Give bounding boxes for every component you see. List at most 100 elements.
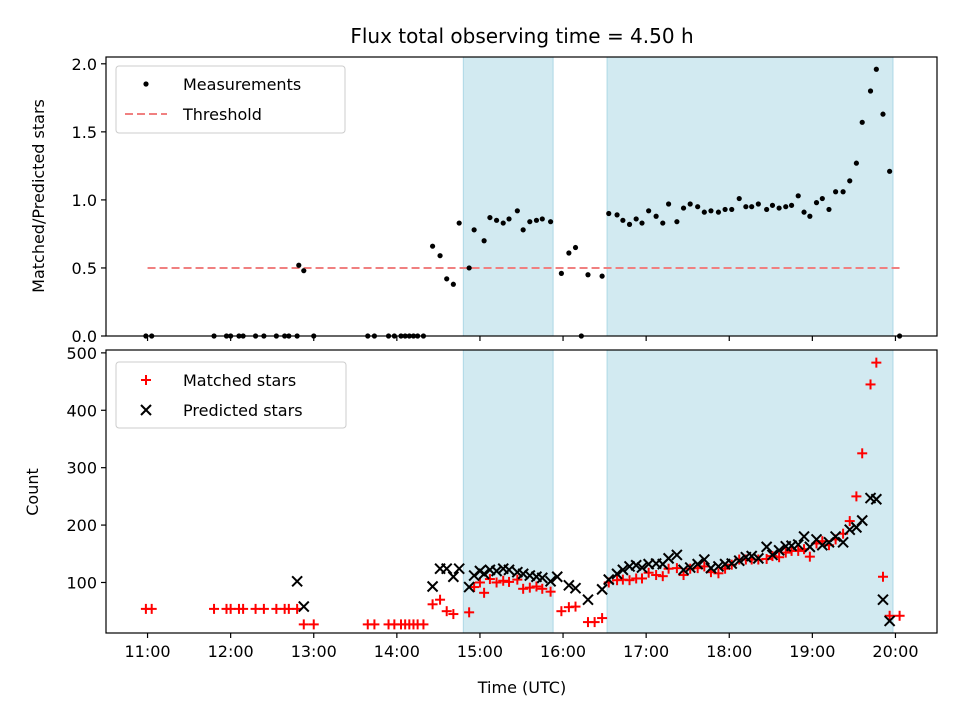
ratio-y-axis-label: Matched/Predicted stars <box>29 99 48 293</box>
matched-star-point <box>651 570 662 581</box>
x-marker-b <box>677 564 690 576</box>
matched-star-point <box>570 601 581 612</box>
matched-star-point <box>877 571 888 582</box>
matched-star-point <box>146 603 157 614</box>
matched-star-point <box>435 594 446 605</box>
y-tick-label: 1.5 <box>72 123 97 142</box>
matched-star-point <box>597 613 608 624</box>
measurement-point <box>660 220 666 226</box>
measurement-point <box>819 195 825 202</box>
measurement-point <box>687 201 693 207</box>
x-marker-b <box>837 536 849 549</box>
measurement-point <box>743 204 749 210</box>
x-marker-b <box>712 560 725 573</box>
x-marker-b <box>829 530 842 543</box>
measurement-point <box>585 272 591 278</box>
measurement-point <box>566 250 572 256</box>
measurement-point <box>620 217 626 223</box>
predicted-stars-series <box>291 492 896 627</box>
matched-star-point <box>678 570 689 581</box>
measurement-point <box>626 221 633 227</box>
x-marker-b <box>551 571 563 583</box>
predicted-star-point <box>544 575 557 588</box>
measurement-point <box>296 262 302 268</box>
x-tick-label: 17:00 <box>623 642 669 661</box>
predicted-star-point <box>582 593 594 606</box>
x-marker-b <box>883 615 896 627</box>
matched-star-point <box>589 617 600 628</box>
matched-star-point <box>512 574 523 585</box>
matched-stars-series <box>140 357 905 630</box>
matched-star-point <box>427 599 438 610</box>
x-marker-b <box>856 514 868 527</box>
x-marker-b <box>745 550 758 562</box>
measurement-point <box>853 160 859 166</box>
x-marker-b <box>441 563 453 575</box>
measurement-point <box>437 253 443 259</box>
x-marker-b <box>798 530 810 543</box>
measurement-point <box>887 168 893 174</box>
measurement-point <box>788 202 795 208</box>
x-marker-b <box>447 571 460 583</box>
measurement-point <box>487 214 493 221</box>
measurement-point <box>539 216 545 222</box>
predicted-star-point <box>856 514 868 527</box>
y-tick-label: 2.0 <box>72 55 97 74</box>
predicted-star-point <box>453 563 465 575</box>
predicted-star-point <box>712 560 725 573</box>
measurement-point <box>572 244 579 251</box>
x-marker-b <box>726 557 738 570</box>
measurement-point <box>471 227 477 233</box>
measurement-point <box>873 66 879 72</box>
axes-frame <box>105 349 938 634</box>
x-tick-label: 15:00 <box>457 642 503 661</box>
y-tick-label: 400 <box>66 401 97 420</box>
matched-star-point <box>531 581 542 592</box>
x-marker-b <box>291 575 303 588</box>
predicted-star-point <box>698 553 711 566</box>
legend: Measurements Threshold <box>115 65 346 134</box>
predicted-star-point <box>773 544 785 557</box>
measurement-point <box>599 273 605 279</box>
x-marker-b <box>662 552 675 565</box>
x-marker-b <box>810 533 823 546</box>
predicted-star-point <box>671 549 683 561</box>
predicted-star-point <box>636 561 648 574</box>
x-tick-label: 20:00 <box>872 642 918 661</box>
measurement-point <box>466 265 472 271</box>
x-marker-b <box>490 565 503 577</box>
measurement-point <box>301 268 307 274</box>
matched-star-point <box>804 551 815 562</box>
legend-label: Predicted stars <box>183 401 303 420</box>
matched-star-point <box>298 619 309 630</box>
measurement-point <box>606 210 612 217</box>
x-marker-b <box>617 564 629 576</box>
measurement-point <box>859 119 865 125</box>
x-marker-b <box>298 600 310 613</box>
matched-star-point <box>671 563 682 574</box>
matched-star-point <box>545 586 556 597</box>
measurement-point <box>755 201 761 207</box>
x-marker-b <box>705 562 717 574</box>
predicted-star-point <box>745 550 758 562</box>
predicted-star-point <box>426 580 439 593</box>
x-marker-b <box>582 593 594 606</box>
x-axis-label: Time (UTC) <box>477 678 566 697</box>
chart-title: Flux total observing time = 4.50 h <box>350 24 693 48</box>
x-marker-b <box>870 493 883 505</box>
measurement-point <box>653 213 659 219</box>
x-marker-b <box>864 492 877 504</box>
matched-star-point <box>556 606 567 617</box>
y-tick-label: 200 <box>66 516 97 535</box>
legend-label: Matched stars <box>183 371 296 390</box>
predicted-star-point <box>569 582 582 594</box>
measurement-point <box>826 206 832 213</box>
measurement-point <box>639 220 645 226</box>
x-marker-b <box>691 558 704 570</box>
predicted-star-point <box>691 558 704 570</box>
matched-star-point <box>448 609 459 620</box>
measurement-point <box>801 209 807 215</box>
measurement-point <box>833 189 839 195</box>
matched-star-point <box>643 567 654 578</box>
counts-panel: 11:00 12:00 13:00 14:00 15:00 16:00 17:00 18:00… <box>66 344 938 661</box>
